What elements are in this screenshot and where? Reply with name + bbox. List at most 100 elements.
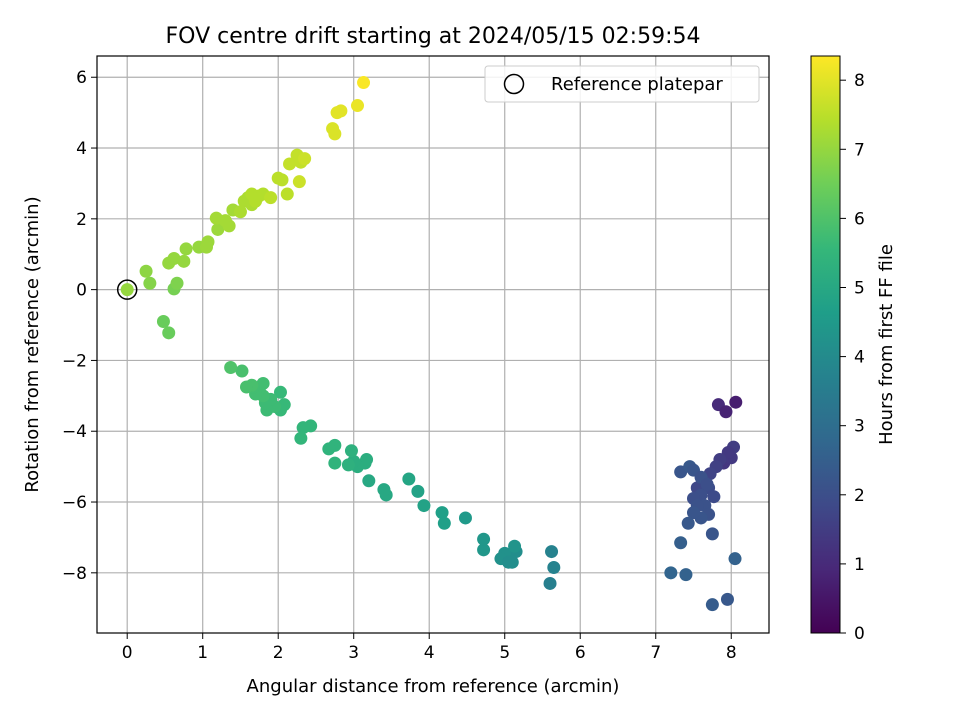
colorbar-ticks: 0 1 2 3 4 5 6 7 8 <box>840 71 865 644</box>
colorbar-tick-label: 3 <box>854 417 865 437</box>
y-tick-label: −4 <box>62 422 87 442</box>
scatter-points <box>116 76 743 612</box>
colorbar-tick-label: 2 <box>854 486 865 506</box>
scatter-point <box>211 222 225 236</box>
scatter-point <box>275 173 289 187</box>
scatter-point <box>240 380 254 394</box>
y-tick-label: 4 <box>76 139 87 159</box>
scatter-point <box>143 276 157 290</box>
scatter-point <box>341 458 355 472</box>
scatter-point <box>360 453 374 467</box>
scatter-point <box>729 395 743 409</box>
x-tick-label: 7 <box>650 643 661 663</box>
scatter-point <box>681 516 695 530</box>
y-tick-label: 6 <box>76 68 87 88</box>
x-tick-label: 2 <box>273 643 284 663</box>
legend-marker-open-circle <box>503 73 525 95</box>
scatter-point <box>705 598 719 612</box>
scatter-point <box>435 506 449 520</box>
scatter-point <box>170 276 184 290</box>
colorbar-tick-label: 6 <box>854 209 865 229</box>
scatter-point <box>728 552 742 566</box>
x-tick-label: 3 <box>348 643 359 663</box>
y-axis-label: Rotation from reference (arcmin) <box>22 196 43 492</box>
scatter-point <box>508 539 522 553</box>
legend-label: Reference platepar <box>551 74 723 95</box>
y-tick-label: −6 <box>62 493 87 513</box>
scatter-point <box>350 99 364 113</box>
scatter-point <box>264 191 278 205</box>
x-tick-label: 0 <box>122 643 133 663</box>
scatter-point <box>705 527 719 541</box>
scatter-point <box>273 385 287 399</box>
scatter-point <box>719 405 733 419</box>
scatter-point <box>292 175 306 189</box>
scatter-point <box>700 477 714 491</box>
scatter-point <box>156 314 170 328</box>
scatter-point <box>437 516 451 530</box>
scatter-point <box>235 364 249 378</box>
y-tick-label: −2 <box>62 351 87 371</box>
chart-title: FOV centre drift starting at 2024/05/15 … <box>166 24 701 49</box>
scatter-point <box>233 205 247 219</box>
scatter-point <box>357 76 371 90</box>
y-tick-label: 0 <box>76 281 87 301</box>
plot-frame <box>96 55 770 634</box>
colorbar-tick-label: 8 <box>854 71 865 91</box>
scatter-point <box>298 152 312 166</box>
colorbar-tick-label: 1 <box>854 555 865 575</box>
grid <box>97 56 769 633</box>
legend: Reference platepar <box>484 65 760 103</box>
scatter-point <box>502 555 516 569</box>
scatter-point <box>296 421 310 435</box>
scatter-point <box>720 592 734 606</box>
scatter-point <box>222 219 236 233</box>
x-tick-label: 6 <box>575 643 586 663</box>
x-tick-label: 8 <box>726 643 737 663</box>
x-axis-label: Angular distance from reference (arcmin) <box>247 676 620 697</box>
scatter-point <box>417 499 431 513</box>
scatter-point <box>686 506 700 520</box>
reference-platepar-marker <box>116 279 138 300</box>
scatter-point <box>362 474 376 488</box>
colorbar-tick-label: 0 <box>854 624 865 644</box>
scatter-point <box>179 242 193 256</box>
scatter-point <box>477 532 491 546</box>
scatter-point <box>545 545 559 559</box>
scatter-point <box>167 251 181 265</box>
scatter-point <box>344 444 358 458</box>
scatter-point <box>322 442 336 456</box>
scatter-point <box>411 484 425 498</box>
scatter-point <box>201 235 215 249</box>
scatter-point <box>458 511 472 525</box>
scatter-point <box>377 483 391 497</box>
scatter-point <box>707 490 721 504</box>
scatter-point <box>256 376 270 390</box>
axis-ticks: 0 1 2 3 4 5 6 7 8 −8 −6 −4 −2 0 2 4 6 <box>62 68 737 663</box>
scatter-point <box>477 543 491 557</box>
colorbar-tick-label: 5 <box>854 278 865 298</box>
scatter-point <box>674 536 688 550</box>
scatter-point <box>334 104 348 118</box>
scatter-point <box>177 254 191 268</box>
colorbar <box>810 55 841 634</box>
colorbar-tick-label: 4 <box>854 348 865 368</box>
colorbar-label: Hours from first FF file <box>876 244 897 445</box>
scatter-point <box>328 127 342 141</box>
scatter-point <box>283 157 297 171</box>
legend-box <box>484 65 760 103</box>
y-tick-label: 2 <box>76 210 87 230</box>
y-tick-label: −8 <box>62 564 87 584</box>
scatter-point <box>162 326 176 340</box>
scatter-point <box>139 264 153 278</box>
scatter-point <box>280 187 294 201</box>
colorbar-tick-label: 7 <box>854 140 865 160</box>
scatter-point <box>679 568 693 582</box>
scatter-point <box>224 361 238 375</box>
x-tick-label: 1 <box>197 643 208 663</box>
scatter-point <box>547 561 561 575</box>
scatter-point <box>120 283 134 297</box>
scatter-point <box>328 456 342 470</box>
